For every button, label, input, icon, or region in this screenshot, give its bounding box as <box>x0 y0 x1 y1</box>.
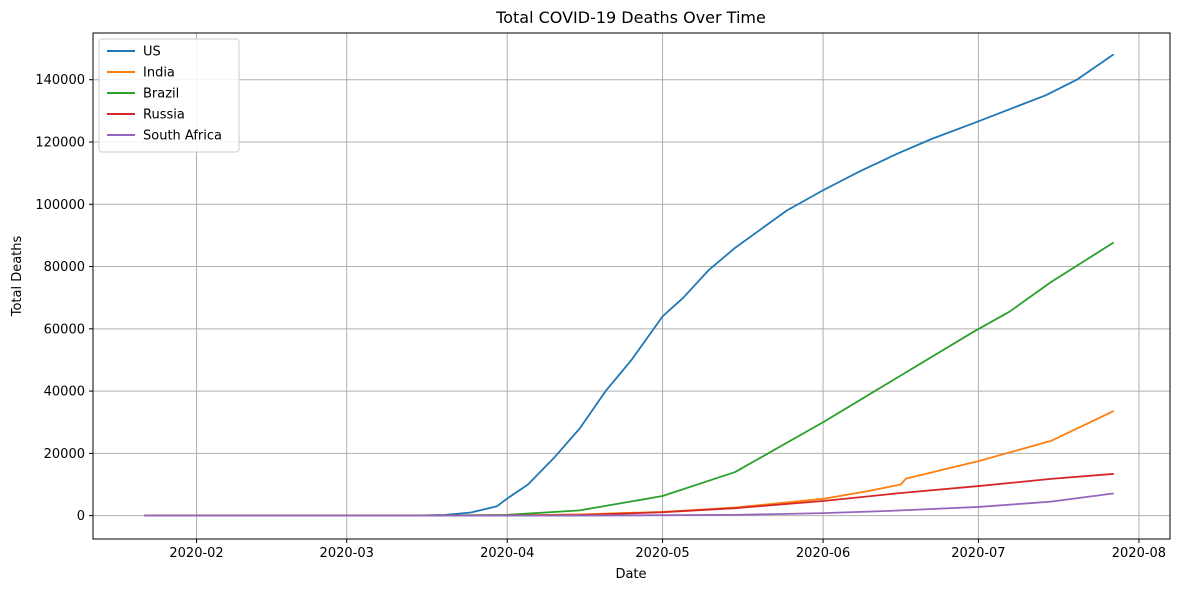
x-tick-label: 2020-06 <box>796 546 850 561</box>
legend-label: Brazil <box>143 87 179 102</box>
x-tick-label: 2020-08 <box>1112 546 1166 561</box>
chart-title: Total COVID-19 Deaths Over Time <box>495 8 766 27</box>
x-tick-label: 2020-05 <box>635 546 689 561</box>
x-tick-label: 2020-03 <box>320 546 374 561</box>
series-line-south-africa <box>143 492 1114 517</box>
y-axis: 0 20000 40000 60000 80000 100000 120000 140000 <box>35 73 93 524</box>
x-tick-label: 2020-02 <box>169 546 223 561</box>
y-tick-label: 80000 <box>44 260 85 275</box>
y-tick-label: 20000 <box>44 447 85 462</box>
legend: US India Brazil Russia South Africa <box>98 38 240 153</box>
x-axis: 2020-02 2020-03 2020-04 2020-05 2020-06 2020-… <box>169 539 1166 561</box>
y-tick-label: 0 <box>77 509 85 524</box>
legend-label: India <box>143 66 175 81</box>
x-axis-title: Date <box>615 567 646 582</box>
series-line-us <box>143 53 1114 517</box>
legend-box <box>98 38 240 153</box>
y-tick-label: 60000 <box>44 322 85 337</box>
legend-label: US <box>143 45 161 60</box>
plot-area-frame <box>92 32 1171 540</box>
legend-label: South Africa <box>143 129 222 144</box>
y-tick-label: 100000 <box>35 198 85 213</box>
legend-label: Russia <box>143 108 185 123</box>
y-tick-label: 120000 <box>35 135 85 150</box>
y-tick-label: 140000 <box>35 73 85 88</box>
x-tick-label: 2020-07 <box>951 546 1005 561</box>
y-tick-label: 40000 <box>44 385 85 400</box>
y-axis-title: Total Deaths <box>10 235 25 317</box>
series-lines <box>143 53 1114 517</box>
x-tick-label: 2020-04 <box>480 546 534 561</box>
